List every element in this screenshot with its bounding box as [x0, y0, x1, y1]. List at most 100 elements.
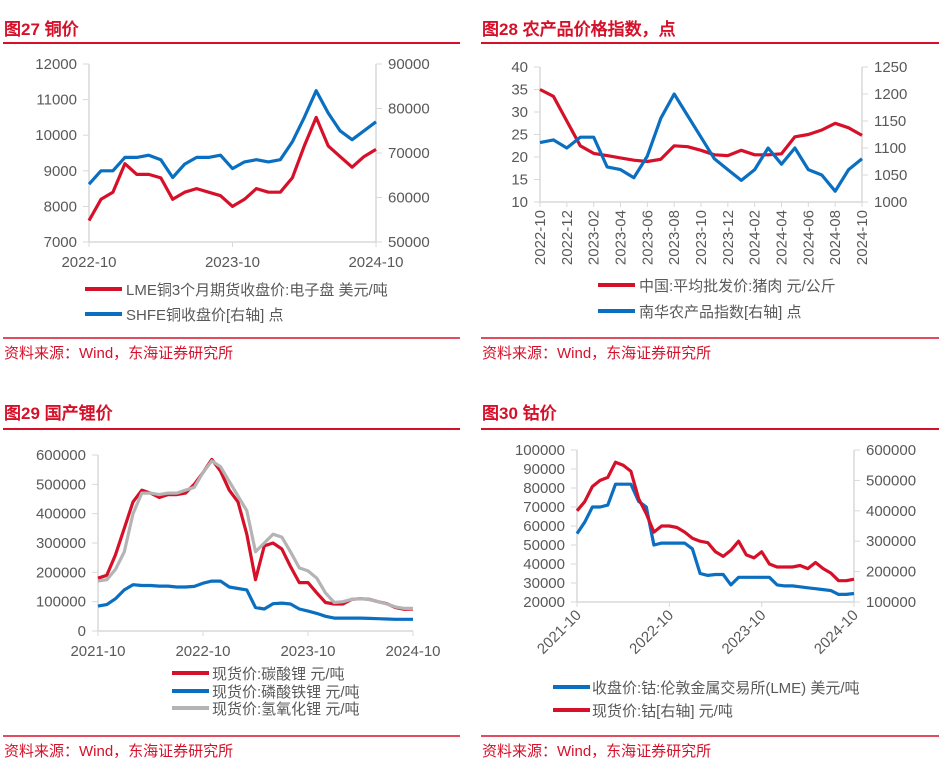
- y-left-tick-label: 200000: [36, 564, 86, 581]
- y-left-tick-label: 500000: [36, 476, 86, 493]
- series-line-2: [97, 459, 413, 611]
- x-tick-label: 2022-12: [559, 210, 576, 265]
- y-right-tick-label: 60000: [388, 190, 430, 207]
- y-left-tick-label: 40000: [523, 556, 565, 573]
- y-left-tick-label: 15: [511, 172, 528, 189]
- legend-label: 中国:平均批发价:猪肉 元/公斤: [639, 278, 836, 295]
- y-left-tick-label: 7000: [44, 234, 77, 251]
- x-tick-label: 2023-10: [280, 643, 335, 660]
- y-left-tick-label: 90000: [523, 461, 565, 478]
- y-left-tick-label: 300000: [36, 535, 86, 552]
- legend-label: 现货价:磷酸铁锂 元/吨: [212, 684, 360, 701]
- y-left-tick-label: 400000: [36, 506, 86, 523]
- y-left-tick-label: 25: [511, 127, 528, 144]
- x-tick-label: 2023-04: [613, 210, 630, 265]
- y-left-tick-label: 20: [511, 149, 528, 166]
- chart-title: 图29 国产锂价: [4, 403, 114, 423]
- y-right-tick-label: 400000: [866, 503, 916, 520]
- y-left-tick-label: 10: [511, 194, 528, 211]
- y-left-tick-label: 35: [511, 82, 528, 99]
- series-line-0: [87, 115, 377, 222]
- x-tick-label: 2021-10: [534, 607, 585, 658]
- x-tick-label: 2024-10: [348, 254, 403, 271]
- x-tick-label: 2024-10: [385, 643, 440, 660]
- x-tick-label: 2023-08: [666, 210, 683, 265]
- y-right-tick-label: 100000: [866, 594, 916, 611]
- y-right-tick-label: 1150: [874, 113, 906, 130]
- source-note: 资料来源：Wind，东海证券研究所: [482, 345, 711, 362]
- x-tick-label: 2024-10: [854, 210, 871, 265]
- series-line-1: [87, 89, 377, 186]
- y-right-tick-label: 300000: [866, 533, 916, 550]
- y-left-tick-label: 60000: [523, 518, 565, 535]
- y-right-tick-label: 500000: [866, 472, 916, 489]
- legend-label: 收盘价:钴:伦敦金属交易所(LME) 美元/吨: [592, 679, 860, 697]
- chart-fig28-agri-price-index: 图28 农产品价格指数，点 资料来源：Wind，东海证券研究所 中国:平均批发价…: [481, 19, 939, 362]
- source-note: 资料来源：Wind，东海证券研究所: [4, 345, 233, 362]
- legend-label: 现货价:氢氧化锂 元/吨: [212, 701, 360, 718]
- legend-label: 现货价:钴[右轴] 元/吨: [592, 703, 733, 720]
- y-right-tick-label: 50000: [388, 234, 430, 251]
- series-line-1: [539, 92, 864, 193]
- chart-fig30-cobalt-price: 图30 钴价 资料来源：Wind，东海证券研究所 收盘价:钴:伦敦金属交易所(L…: [481, 403, 939, 760]
- x-tick-label: 2022-10: [61, 254, 116, 271]
- x-tick-label: 2021-10: [70, 643, 125, 660]
- legend-label: 南华农产品指数[右轴] 点: [639, 304, 802, 321]
- y-left-tick-label: 0: [78, 623, 86, 640]
- y-left-tick-label: 70000: [523, 499, 565, 516]
- y-left-tick-label: 30000: [523, 575, 565, 592]
- x-tick-label: 2022-10: [532, 210, 549, 265]
- source-note: 资料来源：Wind，东海证券研究所: [482, 743, 711, 760]
- x-tick-label: 2023-10: [719, 607, 770, 658]
- y-left-tick-label: 20000: [523, 594, 565, 611]
- y-right-tick-label: 1250: [874, 59, 907, 76]
- x-tick-label: 2024-06: [800, 210, 817, 265]
- y-left-tick-label: 50000: [523, 537, 565, 554]
- y-right-tick-label: 70000: [388, 145, 430, 162]
- x-tick-label: 2024-10: [811, 607, 862, 658]
- series-line-1: [575, 460, 855, 583]
- series-line-0: [539, 88, 863, 164]
- y-left-tick-label: 8000: [44, 198, 77, 215]
- y-left-tick-label: 600000: [36, 447, 86, 464]
- y-right-tick-label: 1100: [874, 140, 906, 157]
- y-left-tick-label: 100000: [515, 442, 565, 459]
- chart-fig27-copper-price: 图27 铜价 资料来源：Wind，东海证券研究所 LME铜3个月期货收盘价:电子…: [3, 19, 460, 362]
- y-left-tick-label: 9000: [44, 163, 77, 180]
- x-tick-label: 2023-06: [639, 210, 656, 265]
- legend-label: SHFE铜收盘价[右轴] 点: [126, 306, 284, 324]
- y-left-tick-label: 10000: [35, 127, 77, 144]
- chart-title: 图27 铜价: [4, 19, 80, 39]
- legend-label: 现货价:碳酸锂 元/吨: [212, 666, 345, 683]
- chart-title: 图30 钴价: [482, 403, 558, 423]
- y-left-tick-label: 100000: [36, 594, 86, 611]
- x-tick-label: 2023-12: [720, 210, 737, 265]
- y-left-tick-label: 12000: [35, 56, 77, 73]
- x-tick-label: 2023-02: [586, 210, 603, 265]
- chart-title: 图28 农产品价格指数，点: [482, 19, 676, 39]
- x-tick-label: 2022-10: [175, 643, 230, 660]
- y-right-tick-label: 90000: [388, 56, 430, 73]
- series-line-1: [97, 579, 413, 621]
- series-line-0: [575, 482, 855, 597]
- y-right-tick-label: 1000: [874, 194, 907, 211]
- x-tick-label: 2024-02: [747, 210, 764, 265]
- y-left-tick-label: 30: [511, 104, 528, 121]
- y-right-tick-label: 1050: [874, 167, 907, 184]
- y-right-tick-label: 80000: [388, 101, 430, 118]
- x-tick-label: 2024-08: [827, 210, 844, 265]
- y-left-tick-label: 40: [511, 59, 528, 76]
- y-left-tick-label: 80000: [523, 480, 565, 497]
- x-tick-label: 2023-10: [205, 254, 260, 271]
- x-tick-label: 2023-10: [693, 210, 710, 265]
- source-note: 资料来源：Wind，东海证券研究所: [4, 743, 233, 760]
- x-tick-label: 2024-04: [774, 210, 791, 265]
- y-right-tick-label: 1200: [874, 86, 907, 103]
- chart-fig29-lithium-price: 图29 国产锂价 资料来源：Wind，东海证券研究所 现货价:碳酸锂 元/吨 现…: [3, 403, 460, 760]
- x-tick-label: 2022-10: [626, 607, 677, 658]
- y-right-tick-label: 600000: [866, 442, 916, 459]
- legend-label: LME铜3个月期货收盘价:电子盘 美元/吨: [126, 281, 388, 299]
- y-right-tick-label: 200000: [866, 564, 916, 581]
- y-left-tick-label: 11000: [36, 92, 77, 109]
